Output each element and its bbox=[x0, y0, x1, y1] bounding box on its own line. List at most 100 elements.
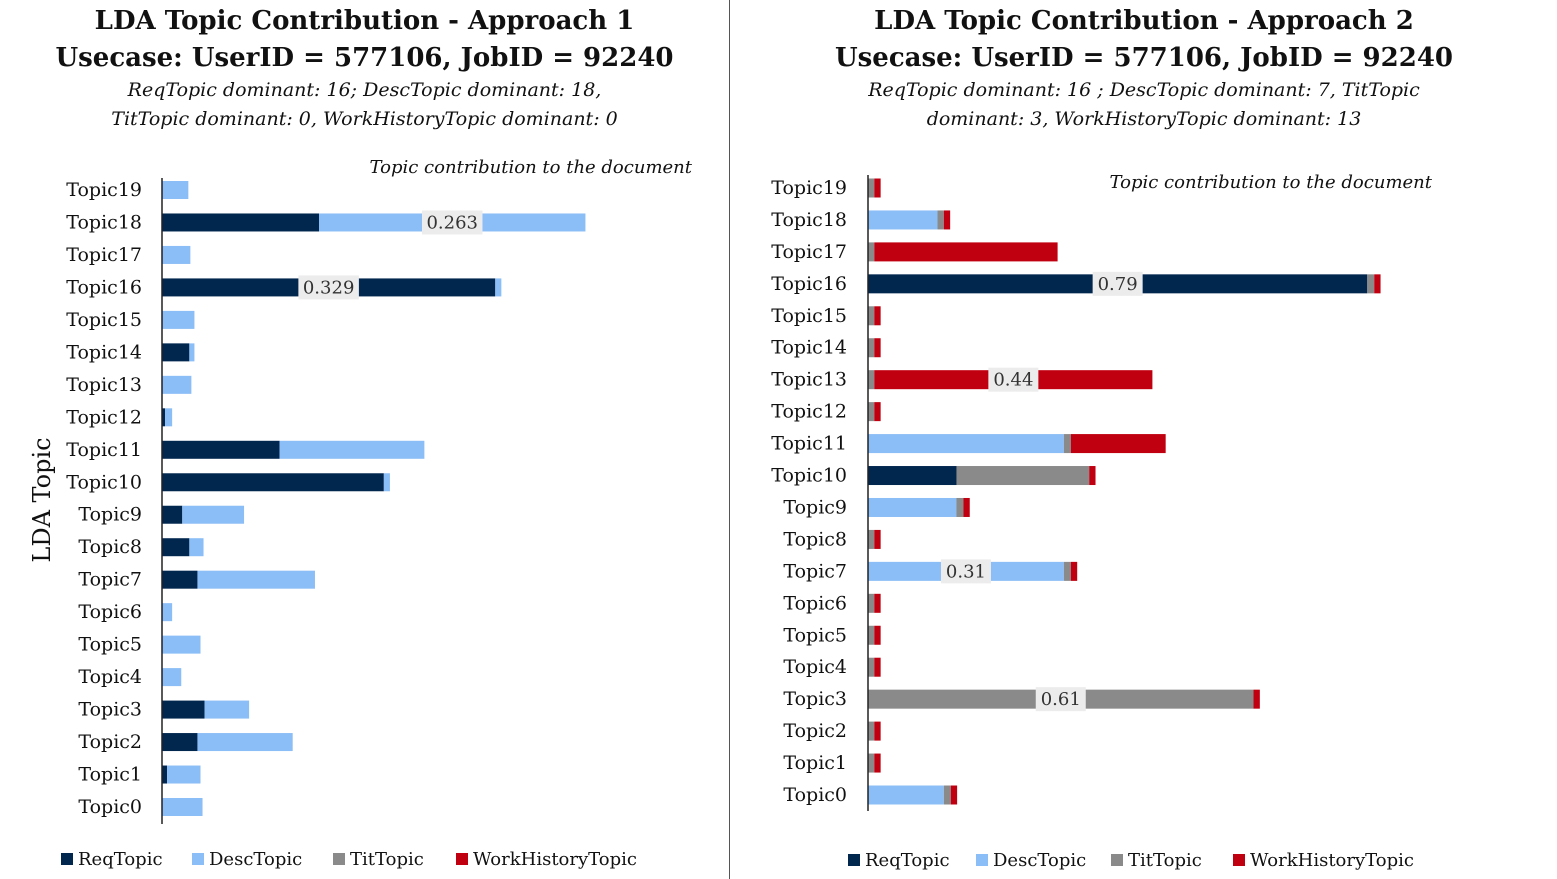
legend-swatch-tittopic bbox=[333, 853, 345, 865]
tick-label-topic14: Topic14 bbox=[771, 337, 847, 359]
bar-topic9-workhistorytopic bbox=[963, 497, 970, 517]
legend-label-reqtopic: ReqTopic bbox=[78, 849, 163, 870]
bar-topic0-tittopic bbox=[943, 785, 951, 805]
legend-label-tittopic: TitTopic bbox=[1128, 850, 1202, 871]
bar-topic0-desctopic bbox=[162, 798, 203, 816]
bar-topic4-tittopic bbox=[868, 657, 875, 677]
tick-label-topic2: Topic2 bbox=[78, 731, 142, 753]
bar-topic18-workhistorytopic bbox=[943, 210, 951, 230]
legend-swatch-workhistorytopic bbox=[1233, 854, 1245, 866]
legend-swatch-reqtopic bbox=[61, 853, 73, 865]
tick-label-topic17: Topic17 bbox=[771, 241, 847, 263]
tick-label-topic8: Topic8 bbox=[783, 528, 847, 550]
data-label-topic18: 0.263 bbox=[426, 212, 478, 233]
bar-topic10-reqtopic bbox=[162, 473, 384, 492]
data-label-bg-topic16 bbox=[298, 275, 359, 300]
data-label-topic3: 0.61 bbox=[1041, 689, 1081, 710]
tick-label-topic7: Topic7 bbox=[783, 560, 847, 582]
x-axis-label: Topic contribution to the document bbox=[370, 157, 693, 178]
tick-label-topic4: Topic4 bbox=[78, 666, 142, 688]
chart-plot-approach-2: Topic0 Topic1 Topic2 Topic3 Topic4 Topic5 Topi… bbox=[771, 172, 1433, 871]
tick-label-topic4: Topic4 bbox=[783, 656, 847, 678]
bar-topic14-desctopic bbox=[189, 343, 195, 362]
data-label-bg-topic7 bbox=[940, 559, 991, 584]
bar-topic14-reqtopic bbox=[162, 343, 190, 362]
tick-label-topic5: Topic5 bbox=[783, 624, 847, 646]
bar-topic19-workhistorytopic bbox=[874, 178, 881, 198]
panel-divider bbox=[729, 0, 730, 879]
tick-label-topic13: Topic13 bbox=[771, 369, 847, 391]
tick-label-topic7: Topic7 bbox=[78, 569, 142, 591]
tick-label-topic2: Topic2 bbox=[783, 720, 847, 742]
bar-topic17-workhistorytopic bbox=[874, 242, 1058, 262]
bar-topic18-reqtopic bbox=[162, 213, 320, 232]
legend-swatch-tittopic bbox=[1111, 854, 1123, 866]
tick-label-topic13: Topic13 bbox=[66, 374, 142, 396]
bar-topic8-workhistorytopic bbox=[874, 529, 881, 549]
tick-label-topic3: Topic3 bbox=[783, 688, 847, 710]
bar-topic16-workhistorytopic bbox=[1374, 274, 1381, 294]
legend-swatch-desctopic bbox=[192, 853, 204, 865]
tick-label-topic18: Topic18 bbox=[771, 209, 847, 231]
bar-topic10-reqtopic bbox=[868, 466, 957, 486]
bar-topic6-tittopic bbox=[868, 593, 875, 613]
tick-label-topic3: Topic3 bbox=[78, 699, 142, 721]
chart-note-line1: ReqTopic dominant: 16; DescTopic dominan… bbox=[127, 79, 602, 101]
bar-topic8-desctopic bbox=[189, 538, 204, 557]
x-axis-label: Topic contribution to the document bbox=[1110, 172, 1433, 193]
tick-label-topic19: Topic19 bbox=[771, 177, 847, 199]
tick-label-topic0: Topic0 bbox=[78, 796, 142, 818]
bar-topic6-desctopic bbox=[162, 603, 173, 622]
tick-label-topic6: Topic6 bbox=[783, 592, 847, 614]
bar-topic16-desctopic bbox=[495, 278, 502, 297]
data-label-topic13: 0.44 bbox=[993, 370, 1033, 391]
legend-label-workhistorytopic: WorkHistoryTopic bbox=[473, 849, 637, 870]
tick-label-topic6: Topic6 bbox=[78, 601, 142, 623]
bar-topic9-desctopic bbox=[868, 497, 957, 517]
bar-topic7-reqtopic bbox=[162, 570, 198, 589]
bar-topic5-desctopic bbox=[162, 635, 201, 654]
bar-topic3-desctopic bbox=[204, 700, 250, 719]
bar-topic2-tittopic bbox=[868, 721, 875, 741]
bar-topic9-reqtopic bbox=[162, 505, 183, 524]
bar-topic15-workhistorytopic bbox=[874, 306, 881, 326]
bar-topic11-desctopic bbox=[279, 440, 425, 459]
bar-topic3-workhistorytopic bbox=[1253, 689, 1260, 709]
bar-topic12-desctopic bbox=[165, 408, 173, 427]
bar-topic4-desctopic bbox=[162, 668, 182, 687]
bar-topic8-reqtopic bbox=[162, 538, 190, 557]
bar-topic7-desctopic bbox=[197, 570, 315, 589]
bar-topic0-desctopic bbox=[868, 785, 944, 805]
bar-topic12-workhistorytopic bbox=[874, 402, 881, 422]
bar-topic1-tittopic bbox=[868, 753, 875, 773]
bar-topic2-reqtopic bbox=[162, 733, 198, 752]
bar-topic14-workhistorytopic bbox=[874, 338, 881, 358]
tick-label-topic0: Topic0 bbox=[783, 784, 847, 806]
bar-topic19-desctopic bbox=[162, 181, 189, 199]
chart-note-line2: dominant: 3, WorkHistoryTopic dominant: … bbox=[926, 108, 1362, 130]
tick-label-topic15: Topic15 bbox=[66, 309, 142, 331]
bar-topic0-workhistorytopic bbox=[950, 785, 958, 805]
tick-label-topic16: Topic16 bbox=[66, 276, 142, 298]
legend-swatch-desctopic bbox=[976, 854, 988, 866]
bar-topic1-workhistorytopic bbox=[874, 753, 881, 773]
bar-topic5-workhistorytopic bbox=[874, 625, 881, 645]
chart-panel-approach-2: LDA Topic Contribution - Approach 2 Usec… bbox=[731, 0, 1557, 879]
bar-topic11-tittopic bbox=[1063, 434, 1071, 454]
tick-label-topic10: Topic10 bbox=[66, 471, 142, 493]
tick-label-topic1: Topic1 bbox=[783, 752, 847, 774]
bar-topic4-workhistorytopic bbox=[874, 657, 881, 677]
chart-subtitle: Usecase: UserID = 577106, JobID = 92240 bbox=[834, 43, 1454, 73]
legend-label-workhistorytopic: WorkHistoryTopic bbox=[1250, 850, 1414, 871]
bar-topic15-desctopic bbox=[162, 310, 195, 329]
bar-topic9-tittopic bbox=[956, 497, 964, 517]
bar-topic1-desctopic bbox=[167, 765, 201, 784]
bar-topic17-tittopic bbox=[868, 242, 875, 262]
data-label-bg-topic18 bbox=[421, 210, 483, 235]
bar-topic7-workhistorytopic bbox=[1070, 561, 1078, 581]
tick-label-topic12: Topic12 bbox=[771, 401, 847, 423]
chart-title: LDA Topic Contribution - Approach 2 bbox=[874, 6, 1414, 36]
legend-swatch-reqtopic bbox=[848, 854, 860, 866]
bar-topic11-reqtopic bbox=[162, 440, 280, 459]
bar-topic17-desctopic bbox=[162, 245, 191, 264]
